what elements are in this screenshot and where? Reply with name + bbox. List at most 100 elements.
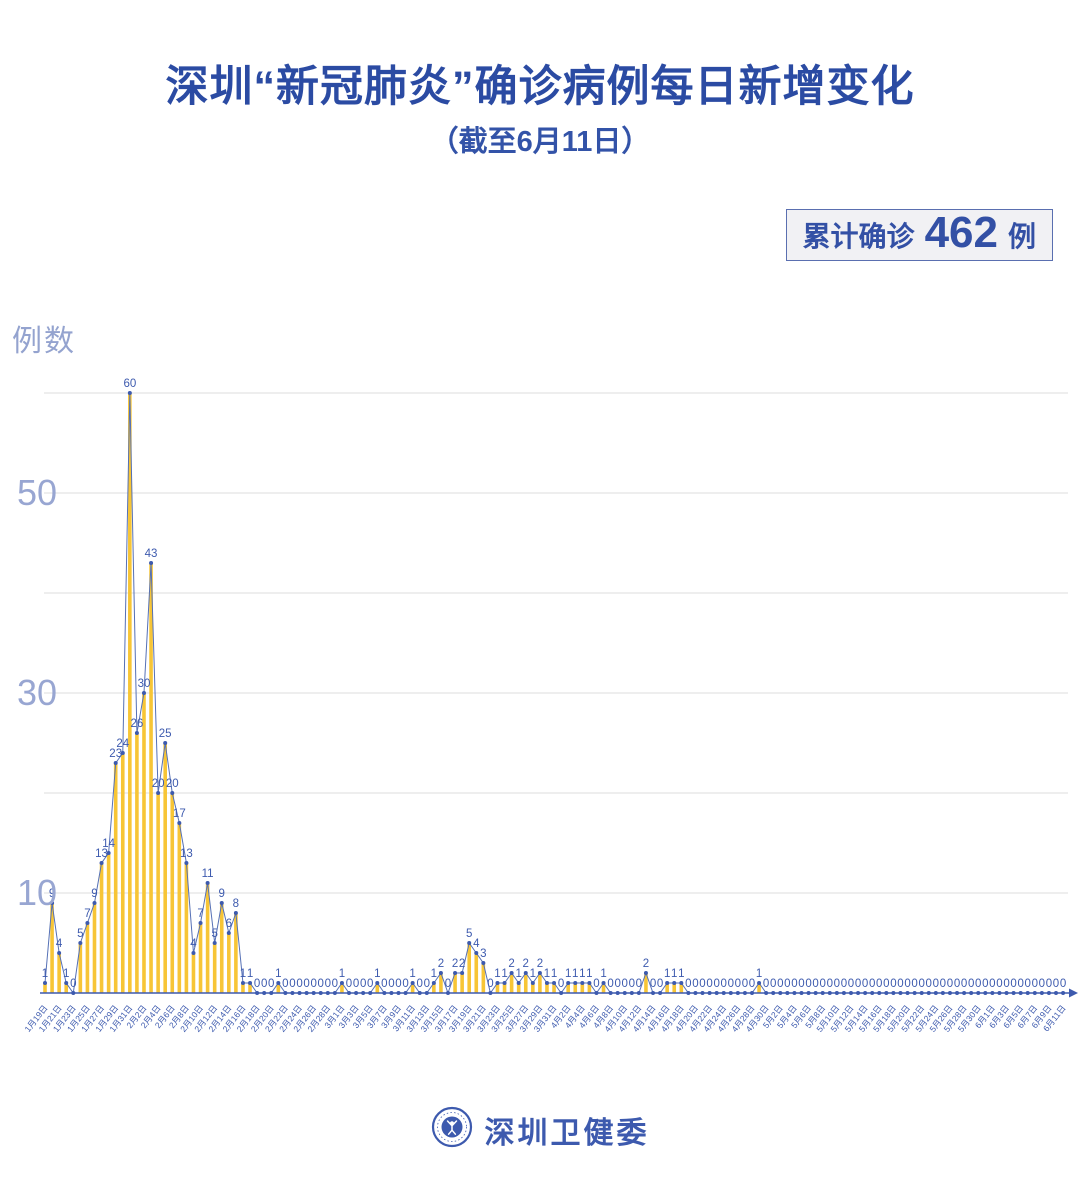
value-label: 1 [275, 968, 281, 980]
data-point-marker [799, 991, 804, 995]
cumulative-total-badge: 累计确诊 462 例 [785, 209, 1053, 261]
data-point-marker [523, 971, 528, 975]
value-label: 1 [664, 968, 670, 980]
data-point-marker [856, 991, 861, 995]
data-point-marker [255, 991, 260, 995]
value-label: 5 [211, 928, 217, 940]
bar [57, 953, 61, 993]
data-point-marker [792, 991, 797, 995]
data-point-marker [205, 881, 210, 885]
value-label: 11 [202, 868, 214, 880]
value-label: 0 [424, 978, 430, 990]
cumulative-total-unit: 例 [1007, 221, 1036, 252]
value-label: 24 [116, 738, 129, 750]
data-point-marker [318, 991, 323, 995]
data-point-marker [481, 961, 486, 965]
data-point-marker [410, 981, 415, 985]
data-point-marker [622, 991, 627, 995]
bar [340, 983, 344, 993]
data-point-marker [141, 691, 146, 695]
data-point-marker [700, 991, 705, 995]
data-point-marker [919, 991, 924, 995]
value-label: 0 [346, 978, 352, 990]
value-label: 0 [742, 978, 748, 990]
bar [432, 983, 436, 993]
value-label: 0 [890, 978, 896, 990]
value-label: 0 [855, 978, 861, 990]
data-point-marker [170, 791, 175, 795]
value-label: 0 [629, 978, 635, 990]
data-point-marker [290, 991, 295, 995]
bar [198, 923, 203, 993]
data-point-marker [375, 981, 380, 985]
data-point-marker [983, 991, 988, 995]
data-point-marker [841, 991, 846, 995]
data-point-marker [926, 991, 931, 995]
value-label: 5 [77, 928, 83, 940]
data-point-marker [580, 981, 585, 985]
data-point-marker [877, 991, 882, 995]
bar [757, 983, 761, 993]
data-point-marker [431, 981, 436, 985]
data-point-marker [184, 861, 189, 865]
bar [149, 563, 153, 993]
data-point-marker [679, 981, 684, 985]
value-label: 4 [190, 938, 197, 950]
value-label: 0 [325, 978, 331, 990]
value-label: 0 [791, 978, 797, 990]
value-label: 1 [586, 968, 592, 980]
value-label: 0 [918, 978, 924, 990]
data-point-marker [50, 901, 55, 905]
value-label: 2 [508, 958, 514, 970]
bar [523, 973, 528, 993]
value-label: 14 [102, 838, 115, 850]
value-label: 0 [1053, 978, 1059, 990]
value-label: 1 [42, 968, 48, 980]
data-point-marker [537, 971, 542, 975]
value-label: 6 [226, 918, 232, 930]
data-point-marker [1032, 991, 1037, 995]
data-point-marker [721, 991, 726, 995]
value-label: 1 [494, 968, 500, 980]
value-label: 0 [657, 978, 663, 990]
data-point-marker [658, 991, 663, 995]
value-label: 0 [417, 978, 423, 990]
bar [453, 973, 457, 993]
data-point-marker [233, 911, 238, 915]
value-label: 7 [84, 908, 90, 920]
data-point-marker [43, 981, 47, 985]
value-label: 0 [961, 978, 967, 990]
bar [587, 983, 592, 993]
bar [142, 693, 146, 993]
bar [410, 983, 415, 993]
data-point-marker [566, 981, 571, 985]
data-point-marker [297, 991, 302, 995]
data-point-marker [1018, 991, 1023, 995]
data-point-marker [177, 821, 182, 825]
value-label: 0 [70, 978, 76, 990]
footer-org-name: 深圳卫健委 [484, 1116, 650, 1150]
data-point-marker [156, 791, 161, 795]
value-label: 1 [572, 968, 578, 980]
value-label: 0 [975, 978, 981, 990]
data-point-marker [771, 991, 776, 995]
value-label: 0 [558, 978, 564, 990]
bar [531, 983, 535, 993]
data-point-marker [990, 991, 995, 995]
data-point-marker [1061, 991, 1066, 995]
value-label: 0 [827, 978, 833, 990]
value-label: 0 [911, 978, 917, 990]
bar [170, 793, 175, 993]
data-point-marker [453, 971, 458, 975]
value-label: 0 [904, 978, 910, 990]
data-point-marker [516, 981, 521, 985]
value-label: 20 [166, 778, 179, 790]
data-point-marker [248, 981, 253, 985]
value-label: 23 [109, 748, 122, 760]
value-label: 0 [812, 978, 818, 990]
bar [156, 793, 160, 993]
data-point-marker [389, 991, 394, 995]
data-point-marker [417, 991, 422, 995]
bar [205, 883, 210, 993]
data-point-marker [643, 971, 648, 975]
